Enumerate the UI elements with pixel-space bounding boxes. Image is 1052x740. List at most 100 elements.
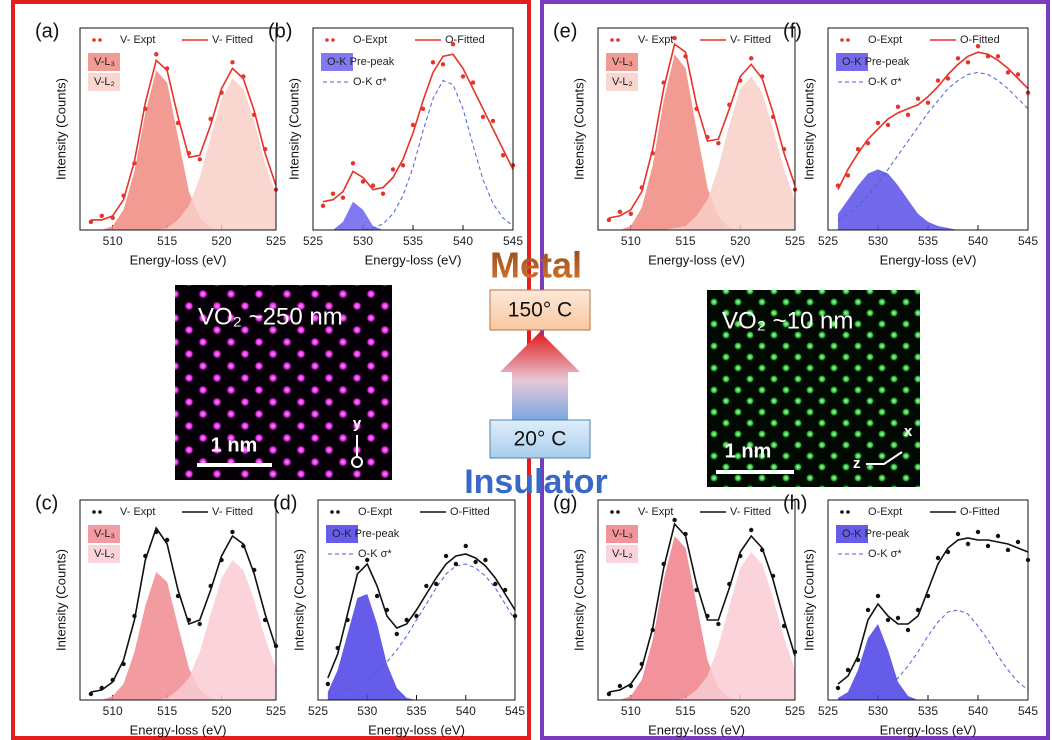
expt-point: [617, 209, 623, 215]
legend-label: O-K σ*: [358, 548, 392, 560]
expt-point: [925, 100, 931, 105]
expt-point: [470, 80, 476, 85]
expt-point: [683, 54, 688, 59]
expt-point: [995, 533, 1001, 539]
expt-point: [925, 593, 931, 599]
expt-point: [835, 685, 841, 691]
x-tick-label: 540: [453, 234, 473, 248]
legend-marker: [98, 38, 102, 42]
expt-point: [716, 140, 721, 146]
expt-point: [965, 541, 971, 547]
expt-point: [705, 134, 710, 140]
expt-point: [88, 219, 94, 225]
component-area: [608, 76, 795, 230]
cold-box: [489, 419, 591, 459]
legend-label: V-L₃: [612, 528, 633, 540]
expt-point: [443, 553, 449, 559]
x-tick-label: 540: [456, 704, 476, 718]
x-tick-label: 530: [357, 704, 377, 718]
expt-point: [473, 559, 478, 565]
expt-point: [628, 211, 634, 217]
hot-box: [489, 289, 591, 331]
x-axis-label: Energy-loss (eV): [365, 252, 462, 267]
panel-label: (g): [553, 492, 577, 514]
expt-point: [694, 106, 699, 112]
expt-point: [453, 561, 459, 567]
scale-label: 1 nm: [211, 434, 258, 456]
expt-point: [905, 112, 911, 118]
legend-label: V-L₂: [94, 548, 115, 560]
x-tick-label: 525: [303, 234, 323, 248]
x-tick-label: 540: [968, 234, 988, 248]
x-tick-label: 535: [403, 234, 423, 248]
y-axis-label: Intensity (Counts): [571, 549, 586, 651]
left-image-title: VO₂ ~250 nm: [198, 303, 343, 330]
expt-point: [672, 35, 677, 41]
legend-label: O-Fitted: [960, 34, 1000, 46]
y-axis-label: Intensity (Counts): [291, 549, 306, 651]
panel-label: (a): [35, 20, 59, 42]
legend-swatch: [88, 53, 120, 71]
expt-point: [875, 120, 881, 126]
expt-point: [835, 183, 841, 188]
x-tick-label: 530: [353, 234, 373, 248]
x-tick-label: 535: [918, 234, 938, 248]
legend-label: V- Fitted: [730, 34, 771, 46]
legend-marker: [325, 38, 329, 42]
expt-point: [617, 683, 623, 689]
legend-label: O-Expt: [353, 34, 387, 46]
expt-point: [186, 151, 192, 156]
expt-point: [985, 54, 991, 59]
expt-point: [915, 607, 921, 613]
y-axis-label: Intensity (Counts): [801, 549, 816, 651]
expt-point: [365, 557, 370, 563]
expt-point: [110, 677, 115, 683]
x-tick-label: 545: [505, 704, 525, 718]
expt-point: [1015, 539, 1021, 545]
fit-line: [90, 58, 277, 221]
expt-point: [355, 565, 360, 571]
plot-frame: [312, 27, 514, 231]
legend-label: V- Expt: [638, 34, 673, 46]
expt-point: [661, 561, 666, 567]
legend-marker: [616, 38, 620, 42]
x-tick-label: 545: [1018, 704, 1038, 718]
legend-label: V-L₂: [612, 76, 633, 88]
expt-point: [241, 74, 246, 79]
expt-point: [759, 547, 765, 553]
plot-frame: [827, 27, 1029, 231]
expt-point: [628, 683, 634, 689]
legend-swatch: [606, 53, 638, 71]
expt-point: [262, 617, 268, 623]
component-area: [90, 70, 276, 230]
x-tick-label: 525: [308, 704, 328, 718]
expt-point: [493, 581, 498, 587]
plot-frame: [827, 499, 1029, 701]
expt-point: [360, 179, 366, 184]
plot-frame: [317, 499, 516, 701]
expt-point: [164, 66, 170, 71]
legend-label: O-K σ*: [353, 76, 387, 88]
legend-label: O-K Pre-peak: [842, 528, 910, 540]
x-tick-label: 525: [818, 704, 838, 718]
component-area: [608, 54, 795, 231]
expt-point: [154, 52, 159, 57]
expt-point: [414, 613, 419, 619]
x-tick-label: 515: [157, 234, 177, 248]
x-axis-label: Energy-loss (eV): [648, 252, 745, 267]
legend-label: V- Fitted: [212, 506, 253, 518]
legend-swatch: [606, 525, 638, 543]
expt-point: [770, 114, 776, 120]
legend-label: O-K Pre-peak: [842, 56, 910, 68]
expt-point: [781, 147, 787, 152]
legend-marker: [610, 38, 614, 42]
expt-point: [335, 645, 340, 651]
component-curve: [837, 71, 1029, 221]
component-area: [90, 560, 276, 700]
expt-point: [132, 161, 137, 166]
expt-point: [661, 80, 666, 85]
expt-point: [606, 217, 612, 223]
expt-point: [975, 43, 981, 49]
expt-point: [500, 153, 506, 158]
expt-point: [865, 607, 871, 613]
